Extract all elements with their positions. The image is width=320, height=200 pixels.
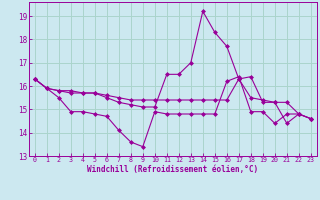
X-axis label: Windchill (Refroidissement éolien,°C): Windchill (Refroidissement éolien,°C) — [87, 165, 258, 174]
